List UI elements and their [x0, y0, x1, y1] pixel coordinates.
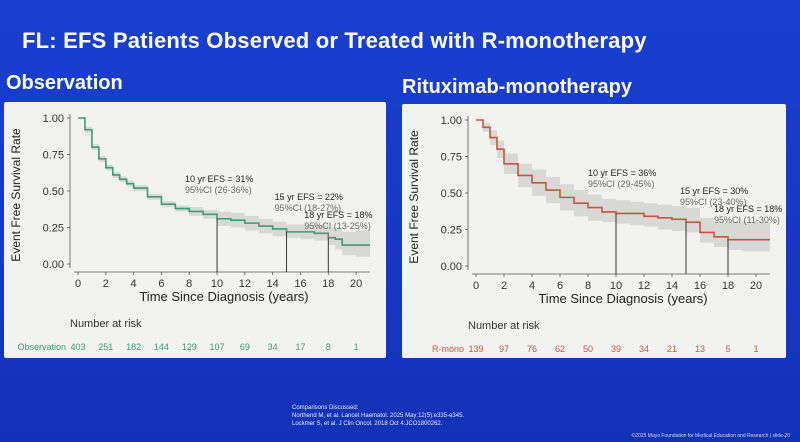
copyright-notice: ©2025 Mayo Foundation for Medical Educat… [631, 433, 790, 439]
y-tick-label: 0.75 [441, 152, 462, 164]
risk-table-header: Number at risk [468, 320, 540, 332]
x-tick-label: 12 [638, 280, 650, 292]
y-tick-label: 0.50 [441, 188, 462, 200]
x-tick-label: 16 [294, 278, 306, 290]
x-tick-label: 12 [239, 278, 251, 290]
x-tick-label: 6 [158, 278, 164, 290]
risk-table-value: 21 [667, 344, 677, 354]
survival-curve-observation [78, 117, 370, 246]
risk-table-row-label: R-mono [432, 344, 464, 354]
risk-table-value: 50 [583, 344, 593, 354]
risk-table-value: 144 [154, 342, 169, 352]
risk-table-value: 34 [268, 342, 278, 352]
x-tick-label: 8 [186, 278, 192, 290]
risk-table-value: 1 [354, 342, 359, 352]
y-tick-label: 0.25 [441, 225, 462, 237]
y-tick-label: 0.00 [43, 259, 64, 271]
risk-table-value: 129 [182, 342, 197, 352]
x-tick-label: 18 [322, 278, 334, 290]
annotation-ci-18yr: 95%CI (11-30%) [714, 215, 780, 225]
y-tick-label: 1.00 [441, 115, 462, 127]
annotation-ci-15yr: 95%CI (23-40%) [680, 197, 747, 207]
risk-table-row-label: Observation [17, 342, 66, 352]
references-header: Comparisons Discussed: [292, 405, 359, 411]
slide-title: FL: EFS Patients Observed or Treated wit… [22, 28, 647, 53]
y-tick-label: 1.00 [43, 113, 64, 125]
x-tick-label: 2 [103, 278, 109, 290]
annotation-ci-15yr: 95%CI (18-27%) [275, 203, 342, 213]
x-tick-label: 8 [585, 280, 591, 292]
references: Comparisons Discussed: Northend M, et al… [292, 404, 464, 428]
y-tick-label: 0.00 [441, 261, 462, 273]
x-axis-label: Time Since Diagnosis (years) [538, 291, 707, 306]
risk-table-value: 403 [70, 342, 85, 352]
panel-heading-rituximab: Rituximab-monotherapy [402, 76, 633, 98]
risk-table-value: 182 [126, 342, 141, 352]
reference-2: Lockmer S, et al. J Clin Oncol. 2018 Oct… [292, 421, 443, 427]
risk-table-value: 1 [753, 344, 758, 354]
x-tick-label: 20 [350, 278, 362, 290]
risk-table-value: 76 [527, 344, 537, 354]
annotation-label-15yr: 15 yr EFS = 30% [680, 186, 748, 196]
x-tick-label: 16 [694, 280, 706, 292]
panel-heading-observation: Observation [6, 72, 123, 94]
risk-table-value: 251 [98, 342, 113, 352]
risk-table-value: 39 [611, 344, 621, 354]
risk-table-value: 5 [725, 344, 730, 354]
annotation-ci-10yr: 95%CI (29-45%) [588, 179, 655, 189]
confidence-band [476, 120, 770, 252]
survival-curve-r-mono [476, 119, 770, 241]
risk-table-header: Number at risk [70, 318, 142, 330]
x-tick-label: 0 [473, 280, 479, 292]
x-tick-label: 14 [666, 280, 678, 292]
risk-table-value: 13 [695, 344, 705, 354]
annotation-label-10yr: 10 yr EFS = 31% [185, 174, 253, 184]
x-tick-label: 14 [267, 278, 279, 290]
chart-panel-observation: 0.00 0.25 0.50 0.75 1.00 0 2 4 6 8 10 12 14 16 18 20 Tim… [4, 102, 386, 358]
km-chart-observation: 0.000.250.500.751.000 2 4 6 8 10 12 14 16 18 20Tim… [9, 113, 373, 352]
risk-table-value: 97 [499, 344, 509, 354]
annotation-label-18yr: 18 yr EFS = 18% [304, 210, 372, 220]
risk-table-value: 62 [555, 344, 565, 354]
x-axis-label: Time Since Diagnosis (years) [139, 289, 308, 304]
risk-table-value: 34 [639, 344, 649, 354]
y-axis-label: Event Free Survival Rate [407, 130, 421, 264]
y-tick-label: 0.50 [43, 186, 64, 198]
annotation-label-10yr: 10 yr EFS = 36% [588, 168, 656, 178]
annotation-label-15yr: 15 yr EFS = 22% [275, 192, 343, 202]
annotation-label-18yr: 18 yr EFS = 18% [714, 204, 782, 214]
x-tick-label: 10 [610, 280, 622, 292]
reference-1: Northend M, et al. Lancet Haematol. 2025… [292, 413, 465, 419]
annotation-ci-10yr: 95%CI (26-36%) [185, 185, 252, 195]
risk-table-value: 69 [240, 342, 250, 352]
risk-table-value: 17 [295, 342, 305, 352]
risk-table-value: 139 [468, 344, 483, 354]
x-tick-label: 18 [722, 280, 734, 292]
km-chart-rituximab: 0.00 0.25 0.50 0.75 1.00 0 2 4 6 8 10 12 14 16 18 20 Tim… [407, 115, 782, 354]
risk-table-value: 107 [210, 342, 225, 352]
x-tick-label: 4 [529, 280, 535, 292]
x-tick-label: 20 [750, 280, 762, 292]
x-tick-label: 4 [131, 278, 137, 290]
y-tick-label: 0.25 [43, 223, 64, 235]
x-tick-label: 10 [211, 278, 223, 290]
y-axis-label: Event Free Survival Rate [9, 128, 23, 262]
y-tick-label: 0.75 [43, 150, 64, 162]
x-tick-label: 6 [557, 280, 563, 292]
x-tick-label: 0 [75, 278, 81, 290]
annotation-ci-18yr: 95%CI (13-25%) [304, 221, 371, 231]
chart-panel-rituximab: 0.00 0.25 0.50 0.75 1.00 0 2 4 6 8 10 12 14 16 18 20 Tim… [402, 104, 786, 358]
risk-table-value: 8 [326, 342, 331, 352]
x-tick-label: 2 [501, 280, 507, 292]
